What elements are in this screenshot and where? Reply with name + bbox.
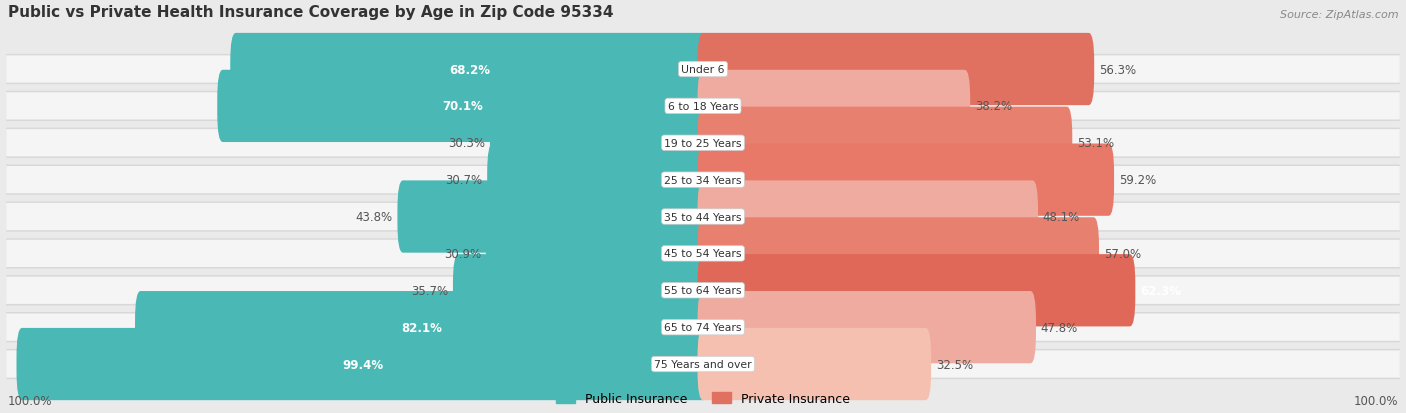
Text: 53.1%: 53.1% [1077, 137, 1114, 150]
Text: 100.0%: 100.0% [1354, 394, 1399, 408]
FancyBboxPatch shape [697, 328, 931, 400]
Text: 99.4%: 99.4% [342, 358, 382, 370]
FancyBboxPatch shape [6, 166, 1400, 194]
Text: 30.3%: 30.3% [449, 137, 485, 150]
FancyBboxPatch shape [6, 314, 1400, 341]
Text: 100.0%: 100.0% [7, 394, 52, 408]
FancyBboxPatch shape [697, 107, 1073, 180]
FancyBboxPatch shape [6, 203, 1400, 230]
FancyBboxPatch shape [135, 291, 709, 363]
FancyBboxPatch shape [6, 93, 1400, 120]
FancyBboxPatch shape [697, 71, 970, 142]
FancyBboxPatch shape [697, 181, 1038, 253]
Text: 55 to 64 Years: 55 to 64 Years [664, 286, 742, 296]
FancyBboxPatch shape [6, 277, 1400, 304]
Text: 56.3%: 56.3% [1099, 63, 1136, 76]
FancyBboxPatch shape [6, 165, 1400, 195]
FancyBboxPatch shape [6, 351, 1400, 378]
FancyBboxPatch shape [6, 240, 1400, 267]
Text: 62.3%: 62.3% [1140, 284, 1181, 297]
FancyBboxPatch shape [453, 254, 709, 327]
FancyBboxPatch shape [6, 312, 1400, 342]
FancyBboxPatch shape [6, 55, 1400, 85]
FancyBboxPatch shape [697, 218, 1099, 290]
FancyBboxPatch shape [17, 328, 709, 400]
FancyBboxPatch shape [488, 144, 709, 216]
FancyBboxPatch shape [6, 92, 1400, 122]
FancyBboxPatch shape [697, 254, 1135, 327]
Text: 35 to 44 Years: 35 to 44 Years [664, 212, 742, 222]
Text: 65 to 74 Years: 65 to 74 Years [664, 323, 742, 332]
Text: Public vs Private Health Insurance Coverage by Age in Zip Code 95334: Public vs Private Health Insurance Cover… [7, 5, 613, 20]
Text: 19 to 25 Years: 19 to 25 Years [664, 138, 742, 148]
FancyBboxPatch shape [697, 291, 1036, 363]
Text: 43.8%: 43.8% [356, 211, 392, 223]
FancyBboxPatch shape [398, 181, 709, 253]
FancyBboxPatch shape [6, 56, 1400, 83]
Text: 48.1%: 48.1% [1043, 211, 1080, 223]
FancyBboxPatch shape [218, 71, 709, 142]
Text: 45 to 54 Years: 45 to 54 Years [664, 249, 742, 259]
Text: 32.5%: 32.5% [936, 358, 973, 370]
FancyBboxPatch shape [6, 202, 1400, 232]
FancyBboxPatch shape [697, 34, 1094, 106]
FancyBboxPatch shape [6, 275, 1400, 306]
Text: 59.2%: 59.2% [1119, 174, 1156, 187]
Text: 47.8%: 47.8% [1040, 321, 1078, 334]
Text: 82.1%: 82.1% [401, 321, 443, 334]
FancyBboxPatch shape [6, 239, 1400, 269]
Text: Source: ZipAtlas.com: Source: ZipAtlas.com [1279, 10, 1399, 20]
FancyBboxPatch shape [486, 218, 709, 290]
FancyBboxPatch shape [6, 349, 1400, 379]
Text: 75 Years and over: 75 Years and over [654, 359, 752, 369]
Text: 35.7%: 35.7% [411, 284, 449, 297]
Legend: Public Insurance, Private Insurance: Public Insurance, Private Insurance [551, 387, 855, 410]
Text: 70.1%: 70.1% [443, 100, 484, 113]
FancyBboxPatch shape [489, 107, 709, 180]
Text: 30.9%: 30.9% [444, 247, 481, 260]
Text: 38.2%: 38.2% [974, 100, 1012, 113]
Text: 6 to 18 Years: 6 to 18 Years [668, 102, 738, 112]
FancyBboxPatch shape [697, 144, 1114, 216]
Text: 57.0%: 57.0% [1104, 247, 1140, 260]
Text: Under 6: Under 6 [682, 65, 724, 75]
Text: 30.7%: 30.7% [446, 174, 482, 187]
Text: 68.2%: 68.2% [449, 63, 489, 76]
FancyBboxPatch shape [231, 34, 709, 106]
FancyBboxPatch shape [6, 128, 1400, 159]
FancyBboxPatch shape [6, 130, 1400, 157]
Text: 25 to 34 Years: 25 to 34 Years [664, 175, 742, 185]
